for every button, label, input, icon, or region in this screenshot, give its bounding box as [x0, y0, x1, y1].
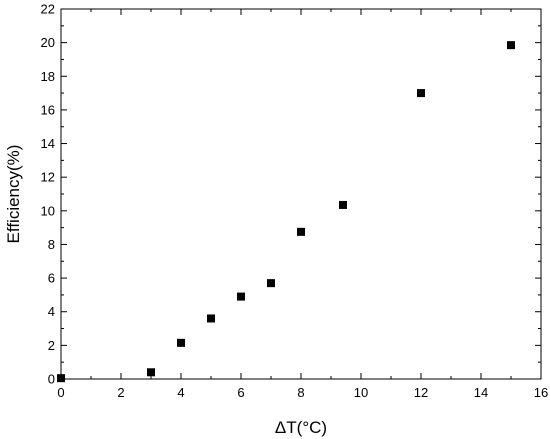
data-point: [237, 292, 245, 301]
data-point: [57, 374, 65, 383]
y-tick-label: 0: [48, 372, 55, 387]
x-axis-title: ΔT(°C): [275, 418, 327, 437]
x-tick-label: 4: [177, 385, 184, 400]
x-tick-label: 16: [534, 385, 548, 400]
y-tick-label: 12: [41, 170, 55, 185]
y-axis-title: Efficiency(%): [4, 145, 23, 244]
plot-frame: [60, 8, 542, 380]
axis-tick-labels: 0 2 4 6 8 10 12 14 16 0 2 4 6 8 10 12 14 16 18 20 22: [41, 2, 549, 401]
x-tick-label: 2: [117, 385, 124, 400]
data-point: [339, 200, 347, 209]
y-tick-label: 10: [41, 203, 55, 218]
data-point: [297, 227, 305, 236]
data-point: [207, 314, 215, 323]
data-point: [267, 279, 275, 288]
x-tick-label: 8: [297, 385, 304, 400]
y-tick-label: 22: [41, 2, 55, 17]
data-point: [507, 41, 515, 50]
y-tick-label: 4: [48, 304, 55, 319]
y-tick-label: 20: [41, 35, 55, 50]
data-points: [57, 41, 515, 383]
x-tick-label: 6: [237, 385, 244, 400]
y-tick-label: 14: [41, 136, 55, 151]
x-tick-label: 10: [354, 385, 368, 400]
x-tick-label: 12: [414, 385, 428, 400]
y-tick-label: 18: [41, 69, 55, 84]
data-point: [177, 338, 185, 347]
y-tick-label: 6: [48, 271, 55, 286]
y-tick-label: 8: [48, 237, 55, 252]
axis-ticks: [60, 8, 542, 380]
x-tick-label: 14: [474, 385, 488, 400]
x-tick-label: 0: [57, 385, 64, 400]
data-point: [147, 368, 155, 377]
y-tick-label: 2: [48, 338, 55, 353]
data-point: [417, 89, 425, 98]
y-tick-label: 16: [41, 102, 55, 117]
